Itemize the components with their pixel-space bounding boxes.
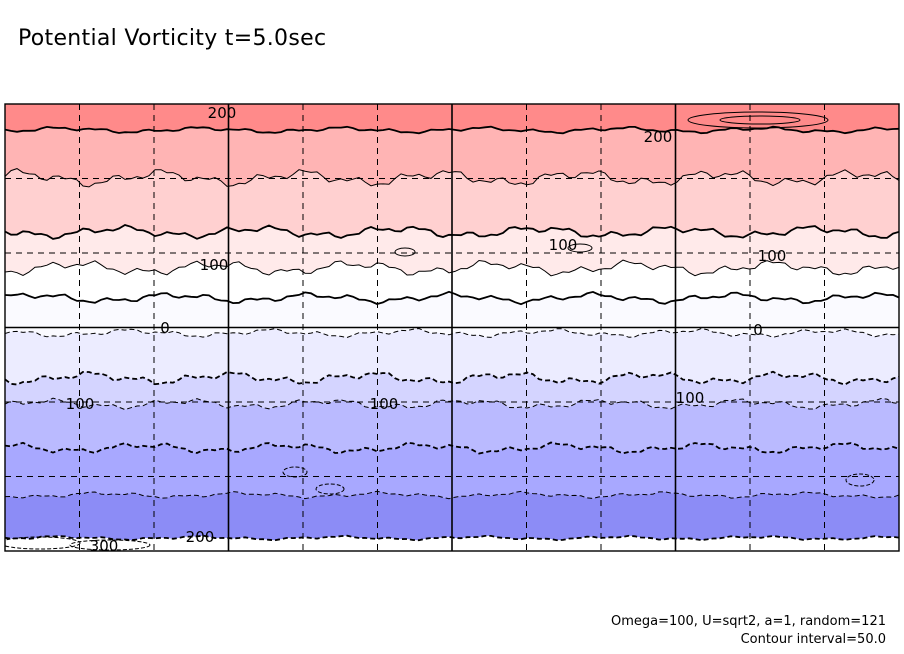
contour-label: 200 (186, 528, 215, 546)
contour-label: 200 (644, 128, 673, 146)
contour-label: 100 (549, 236, 578, 254)
eddy-contour (719, 115, 801, 125)
contour-label: 0 (160, 319, 170, 337)
parameter-note: Omega=100, U=sqrt2, a=1, random=121 (610, 614, 886, 629)
chart-title: Potential Vorticity t=5.0sec (18, 26, 327, 51)
eddy-contour (5, 536, 81, 550)
contour-label: 200 (208, 104, 237, 122)
contour-labels: 200 200 100 100 100 0 0 100 100 100 200 300 (66, 104, 787, 555)
contour-label: 300 (90, 537, 119, 555)
eddy-contour (394, 247, 416, 257)
eddy-contour (845, 473, 875, 487)
contour-label: 100 (758, 247, 787, 265)
eddy-contour (687, 111, 829, 129)
eddy-contour (69, 539, 151, 551)
contour-label: 100 (676, 389, 705, 407)
grid-lines (5, 104, 899, 551)
contour-label: 100 (66, 395, 95, 413)
eddy-contour (315, 483, 345, 495)
plot-frame (4, 103, 900, 552)
contour-label: 0 (753, 321, 763, 339)
contour-interval-note: Contour interval=50.0 (740, 632, 886, 647)
contour-label: 100 (200, 256, 229, 274)
eddy-contour (567, 243, 593, 253)
contour-label: 100 (370, 395, 399, 413)
